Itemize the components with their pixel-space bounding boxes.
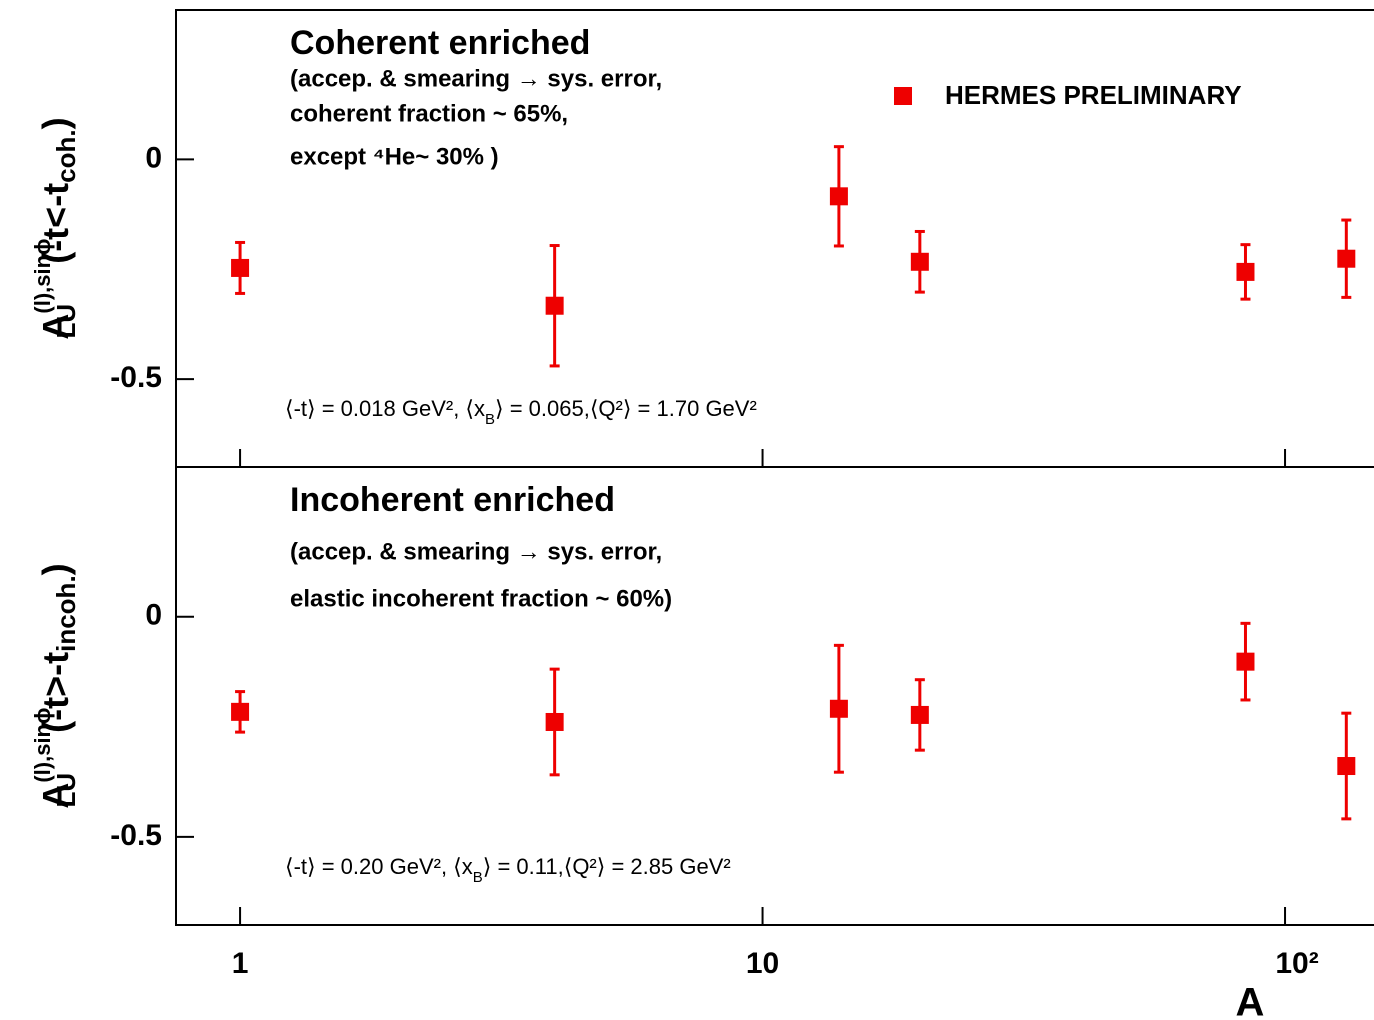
y-label-cond-sub: coh.	[51, 129, 81, 182]
marker	[1236, 262, 1255, 281]
kinematics-part: B	[473, 869, 483, 886]
y-label-close: )	[35, 117, 76, 129]
panel-note: elastic incoherent fraction ~ 60%)	[290, 585, 672, 612]
panel-note: (accep. & smearing → sys. error,	[290, 538, 662, 565]
y-label-cond-sub: incoh.	[51, 575, 81, 652]
x-tick-label: 1	[232, 947, 249, 980]
kinematics-part: ⟩ = 0.11,⟨Q²⟩ = 2.85 GeV²	[483, 854, 731, 879]
marker	[545, 712, 564, 731]
y-label-cond: (-t<-t	[35, 183, 76, 264]
y-label-close: )	[35, 563, 76, 575]
y-label-main: A	[35, 314, 76, 340]
kinematics-part: B	[485, 411, 495, 428]
y-axis-label: A(l),sinϕLU (-t>-tincoh.)	[30, 563, 81, 808]
marker	[231, 702, 250, 721]
panel-note: (accep. & smearing → sys. error,	[290, 65, 662, 92]
kinematics-part: ⟨-t⟩ = 0.018 GeV², ⟨x	[285, 396, 485, 421]
y-tick-label: -0.5	[110, 361, 162, 394]
y-label-sub: LU	[51, 304, 81, 339]
y-label-cond: (-t>-t	[35, 652, 76, 733]
kinematics: ⟨-t⟩ = 0.20 GeV², ⟨xB⟩ = 0.11,⟨Q²⟩ = 2.8…	[285, 854, 731, 886]
marker	[910, 252, 929, 271]
kinematics-part: ⟩ = 0.065,⟨Q²⟩ = 1.70 GeV²	[495, 396, 757, 421]
y-tick-label: 0	[145, 599, 162, 632]
marker	[910, 705, 929, 724]
marker	[231, 258, 250, 277]
kinematics-part: ⟨-t⟩ = 0.20 GeV², ⟨x	[285, 854, 473, 879]
y-axis-label: A(l),sinϕLU (-t<-tcoh.)	[30, 117, 81, 339]
y-label-sup: (l),sinϕ	[30, 708, 55, 783]
y-label-main: A	[35, 783, 76, 809]
marker	[1337, 249, 1356, 268]
x-tick-label: 10	[746, 947, 779, 980]
panel-title: Incoherent enriched	[290, 481, 615, 519]
kinematics: ⟨-t⟩ = 0.018 GeV², ⟨xB⟩ = 0.065,⟨Q²⟩ = 1…	[285, 396, 757, 428]
y-tick-label: 0	[145, 141, 162, 174]
marker	[1236, 652, 1255, 671]
y-label-sup: (l),sinϕ	[30, 238, 55, 313]
panel-title: Coherent enriched	[290, 24, 590, 62]
legend-marker	[894, 87, 912, 105]
y-label-sub: LU	[51, 773, 81, 808]
panel-note: except ⁴He~ 30% )	[290, 143, 499, 170]
marker	[1337, 757, 1356, 776]
y-tick-label: -0.5	[110, 819, 162, 852]
frame	[175, 466, 1374, 926]
panel-note: coherent fraction ~ 65%,	[290, 100, 568, 127]
marker	[829, 699, 848, 718]
x-axis-label: A	[1236, 981, 1265, 1020]
legend-label: HERMES PRELIMINARY	[945, 80, 1242, 110]
x-tick-label: 10²	[1275, 947, 1318, 980]
marker	[545, 296, 564, 315]
marker	[829, 187, 848, 206]
